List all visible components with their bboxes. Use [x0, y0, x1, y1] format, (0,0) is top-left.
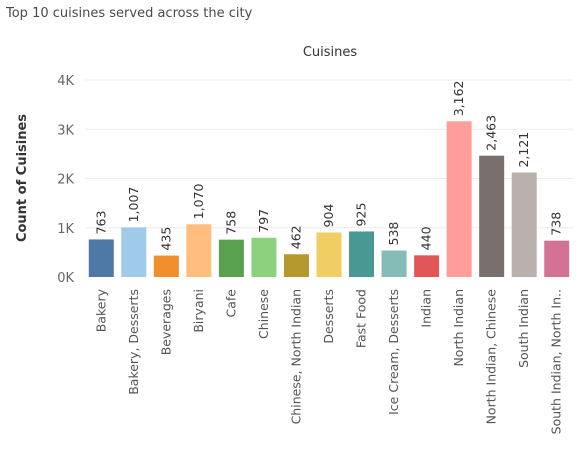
bar[interactable]: [349, 231, 375, 277]
data-label: 435: [158, 227, 173, 251]
x-tick-label: Bakery: [93, 288, 108, 332]
data-label: 797: [256, 209, 271, 233]
data-label: 1,070: [191, 183, 206, 219]
bar[interactable]: [446, 121, 472, 277]
y-tick-label: 1K: [57, 222, 74, 237]
y-axis-ticks: 0K 1K 2K 3K 4K: [57, 74, 74, 286]
category-labels: Bakery Bakery, Desserts Beverages Biryani Ca…: [93, 288, 563, 434]
y-tick-label: 3K: [57, 123, 74, 138]
bar[interactable]: [544, 240, 570, 277]
data-label: 758: [223, 211, 238, 235]
data-label: 462: [288, 225, 303, 249]
bar[interactable]: [121, 227, 147, 277]
chart-header: Cuisines: [303, 45, 358, 60]
bar[interactable]: [186, 224, 212, 277]
x-tick-label: Biryani: [191, 289, 206, 333]
data-label: 738: [549, 212, 564, 236]
x-tick-label: North Indian: [451, 289, 466, 367]
y-axis-label: Count of Cuisines: [15, 114, 30, 242]
y-tick-label: 2K: [57, 173, 74, 188]
bar[interactable]: [511, 172, 537, 277]
bar[interactable]: [283, 254, 309, 277]
x-tick-label: Fast Food: [354, 289, 369, 348]
bar[interactable]: [88, 239, 114, 277]
bar[interactable]: [316, 232, 342, 277]
data-label: 763: [93, 211, 108, 235]
value-labels: 763 1,007 435 1,070 758 797 462 904 925 538 440 3,1…: [93, 80, 563, 250]
x-tick-label: Bakery, Desserts: [126, 289, 141, 395]
data-label: 3,162: [451, 80, 466, 116]
data-label: 1,007: [126, 187, 141, 223]
data-label: 925: [354, 203, 369, 227]
data-label: 440: [419, 226, 434, 250]
data-label: 2,463: [484, 115, 499, 151]
x-tick-label: North Indian, Chinese: [484, 289, 499, 425]
chart-title: Top 10 cuisines served across the city: [6, 6, 253, 21]
y-tick-label: 4K: [57, 74, 74, 89]
bar[interactable]: [153, 255, 179, 277]
x-tick-label: Ice Cream, Desserts: [386, 289, 401, 415]
x-tick-label: Desserts: [321, 289, 336, 344]
x-tick-label: South Indian: [516, 289, 531, 368]
x-tick-label: Cafe: [223, 289, 238, 318]
bar[interactable]: [251, 237, 277, 277]
data-label: 538: [386, 222, 401, 246]
bar[interactable]: [381, 250, 407, 277]
x-tick-label: Indian: [419, 289, 434, 328]
x-tick-label: South Indian, North In..: [549, 289, 564, 434]
bars: [88, 121, 570, 277]
x-tick-label: Chinese: [256, 289, 271, 339]
data-label: 904: [321, 204, 336, 228]
data-label: 2,121: [516, 132, 531, 168]
x-tick-label: Chinese, North Indian: [288, 289, 303, 424]
y-tick-label: 0K: [57, 271, 74, 286]
bar[interactable]: [218, 239, 244, 277]
bar[interactable]: [414, 255, 440, 277]
bar[interactable]: [479, 155, 505, 277]
x-tick-label: Beverages: [158, 289, 173, 355]
